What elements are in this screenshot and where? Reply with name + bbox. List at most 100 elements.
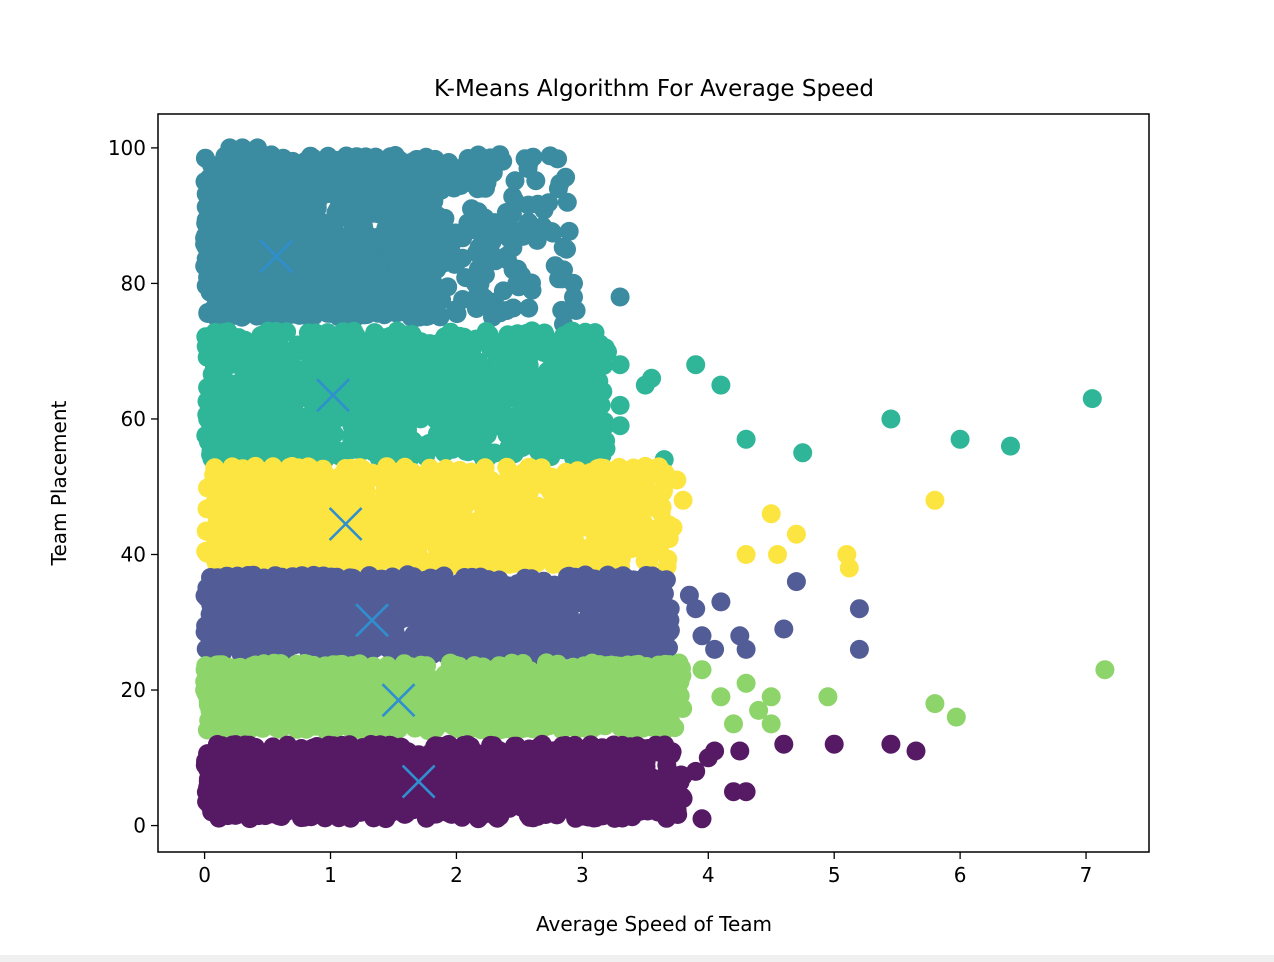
data-point: [223, 210, 243, 230]
data-point: [761, 504, 781, 524]
data-point: [692, 626, 712, 646]
data-point: [206, 307, 226, 327]
data-point: [222, 463, 242, 482]
data-point: [492, 543, 512, 563]
cluster-3: [196, 456, 945, 578]
data-point: [476, 491, 496, 510]
data-point: [592, 511, 612, 531]
data-point: [390, 212, 410, 232]
data-point: [355, 421, 374, 440]
data-point: [322, 616, 341, 635]
data-point: [389, 607, 408, 627]
data-point: [430, 307, 450, 327]
data-point: [360, 364, 380, 384]
data-point: [501, 632, 521, 652]
data-point: [342, 222, 362, 242]
data-point: [274, 530, 294, 550]
data-point: [612, 520, 631, 540]
data-point: [522, 321, 542, 341]
data-point: [294, 607, 314, 627]
data-point: [433, 567, 453, 587]
data-point: [446, 253, 466, 273]
data-point: [246, 208, 266, 228]
data-point: [252, 411, 271, 431]
data-point: [321, 252, 341, 271]
data-point: [490, 354, 510, 374]
data-point: [333, 207, 353, 227]
data-point: [295, 151, 315, 171]
data-point: [196, 237, 216, 256]
data-point: [386, 585, 406, 605]
data-point: [202, 475, 222, 495]
data-point: [333, 158, 352, 177]
data-point: [231, 372, 251, 392]
data-point: [310, 546, 330, 566]
data-point: [642, 497, 662, 517]
data-point: [768, 545, 787, 564]
data-point: [234, 504, 254, 524]
data-point: [229, 259, 249, 279]
data-point: [288, 297, 308, 317]
data-point: [224, 275, 244, 295]
data-point: [591, 395, 611, 415]
data-point: [395, 535, 414, 555]
data-point: [259, 390, 279, 410]
data-point: [303, 294, 323, 314]
data-point: [711, 375, 731, 395]
data-point: [314, 172, 334, 192]
data-point: [331, 273, 351, 292]
data-point: [428, 629, 448, 649]
data-point: [436, 167, 456, 187]
data-point: [774, 619, 794, 639]
data-point: [203, 634, 223, 654]
data-point: [279, 439, 299, 459]
data-point: [371, 199, 391, 219]
data-point: [205, 322, 225, 342]
data-point: [266, 321, 286, 341]
data-point: [402, 347, 422, 367]
data-point: [667, 470, 687, 490]
data-point: [635, 456, 655, 476]
data-point: [469, 222, 489, 242]
data-point: [881, 409, 901, 429]
data-point: [388, 464, 408, 484]
data-point: [302, 428, 321, 448]
data-point: [353, 507, 373, 527]
data-point: [316, 467, 336, 487]
data-point: [341, 334, 361, 354]
data-point: [543, 597, 563, 617]
data-point: [442, 439, 462, 459]
data-point: [199, 259, 218, 279]
data-point: [384, 300, 404, 320]
data-point: [518, 551, 537, 571]
data-point: [527, 230, 547, 250]
data-point: [228, 566, 247, 586]
data-point: [243, 631, 263, 651]
data-point: [474, 585, 494, 605]
data-point: [204, 616, 224, 636]
data-point: [215, 439, 235, 458]
data-point: [442, 372, 462, 392]
data-point: [427, 205, 447, 225]
data-point: [196, 210, 216, 230]
data-point: [319, 232, 338, 251]
data-point: [652, 633, 672, 653]
data-point: [446, 300, 466, 320]
data-point: [233, 302, 253, 322]
data-point: [244, 599, 264, 619]
data-point: [550, 174, 570, 193]
data-point: [786, 524, 806, 544]
data-point: [542, 222, 562, 242]
data-point: [839, 558, 859, 578]
data-point: [633, 632, 653, 652]
data-point: [375, 381, 395, 401]
cluster-5: [195, 653, 1115, 741]
data-point: [673, 490, 693, 510]
data-point: [309, 152, 329, 172]
data-point: [496, 203, 516, 222]
data-point: [313, 567, 333, 587]
data-point: [535, 435, 555, 455]
data-point: [445, 490, 465, 510]
data-point: [457, 520, 477, 540]
data-point: [218, 549, 238, 569]
